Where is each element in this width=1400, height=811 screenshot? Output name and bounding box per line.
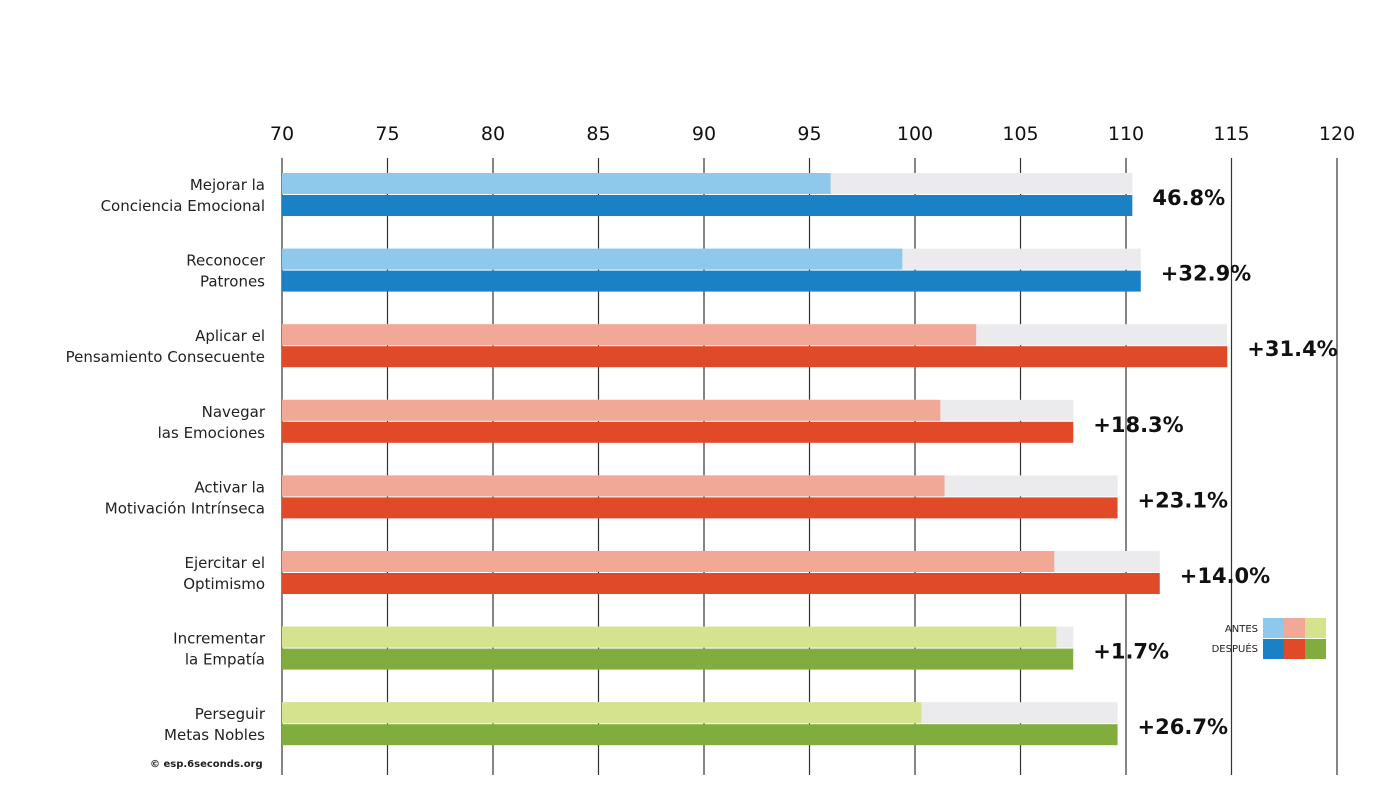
change-label: +26.7% bbox=[1138, 715, 1228, 739]
category-label: las Emociones bbox=[158, 424, 266, 442]
legend-swatch-antes bbox=[1305, 618, 1326, 638]
x-tick-label-110: 110 bbox=[1108, 123, 1144, 145]
despues-bar bbox=[282, 497, 1118, 519]
category-label: Perseguir bbox=[195, 705, 266, 723]
category-labels: Mejorar la Conciencia Emocional Reconocer P… bbox=[66, 176, 266, 744]
antes-bar bbox=[282, 173, 831, 194]
despues-bar bbox=[282, 573, 1160, 594]
category-label: Metas Nobles bbox=[164, 726, 265, 744]
category-label: Ejercitar el bbox=[184, 554, 265, 572]
change-label: +31.4% bbox=[1247, 337, 1337, 361]
legend-swatch-antes bbox=[1263, 618, 1284, 638]
antes-bar bbox=[282, 248, 903, 270]
category-label: Mejorar la bbox=[190, 176, 265, 194]
despues-bar bbox=[282, 195, 1133, 216]
antes-bar bbox=[282, 399, 941, 421]
x-tick-label-70: 70 bbox=[270, 123, 294, 145]
category-label: Activar la bbox=[194, 478, 265, 496]
bars bbox=[282, 173, 1228, 746]
legend: ANTES DESPUÉS bbox=[1212, 618, 1326, 659]
category-label: Navegar bbox=[202, 403, 266, 421]
x-tick-label-105: 105 bbox=[1002, 123, 1038, 145]
despues-bar bbox=[282, 421, 1074, 443]
x-tick-label-95: 95 bbox=[797, 123, 821, 145]
x-tick-label-85: 85 bbox=[586, 123, 610, 145]
legend-label-antes: ANTES bbox=[1225, 624, 1258, 635]
antes-bar bbox=[282, 626, 1057, 648]
category-label: Incrementar bbox=[173, 630, 266, 648]
despues-bar bbox=[282, 346, 1228, 368]
antes-bar bbox=[282, 551, 1055, 572]
legend-label-despues: DESPUÉS bbox=[1212, 642, 1258, 655]
copyright-text: © esp.6seconds.org bbox=[150, 759, 263, 770]
despues-bar bbox=[282, 724, 1118, 746]
change-label: +32.9% bbox=[1161, 262, 1251, 286]
change-label: +23.1% bbox=[1138, 488, 1228, 512]
x-tick-label-90: 90 bbox=[692, 123, 716, 145]
category-label: Aplicar el bbox=[195, 327, 265, 345]
legend-swatch-despues bbox=[1305, 639, 1326, 659]
change-label: +1.7% bbox=[1093, 640, 1169, 664]
x-tick-label-120: 120 bbox=[1319, 123, 1355, 145]
legend-swatch-despues bbox=[1284, 639, 1305, 659]
antes-bar bbox=[282, 475, 945, 497]
x-tick-label-80: 80 bbox=[481, 123, 505, 145]
x-tick-label-100: 100 bbox=[897, 123, 933, 145]
category-label: Conciencia Emocional bbox=[101, 197, 265, 215]
change-label: 46.8% bbox=[1152, 186, 1225, 210]
change-label: +14.0% bbox=[1180, 564, 1270, 588]
category-label: Optimismo bbox=[183, 575, 265, 593]
change-label: +18.3% bbox=[1093, 413, 1183, 437]
x-tick-label-115: 115 bbox=[1213, 123, 1249, 145]
antes-bar bbox=[282, 324, 977, 346]
legend-swatch-despues bbox=[1263, 639, 1284, 659]
x-axis-ticks: 70 75 80 85 90 95 100 105 110 115 120 bbox=[270, 123, 1355, 145]
category-label: Reconocer bbox=[186, 252, 266, 270]
category-label: Patrones bbox=[200, 273, 265, 291]
x-tick-label-75: 75 bbox=[375, 123, 399, 145]
change-labels: 46.8% +32.9% +31.4% +18.3% +23.1% +14.0% +1.7%… bbox=[1093, 186, 1337, 739]
despues-bar bbox=[282, 270, 1141, 292]
antes-bar bbox=[282, 702, 922, 724]
category-label: Motivación Intrínseca bbox=[105, 499, 265, 517]
legend-swatch-antes bbox=[1284, 618, 1305, 638]
despues-bar bbox=[282, 648, 1074, 670]
category-label: la Empatía bbox=[185, 651, 265, 669]
category-label: Pensamiento Consecuente bbox=[66, 348, 265, 366]
